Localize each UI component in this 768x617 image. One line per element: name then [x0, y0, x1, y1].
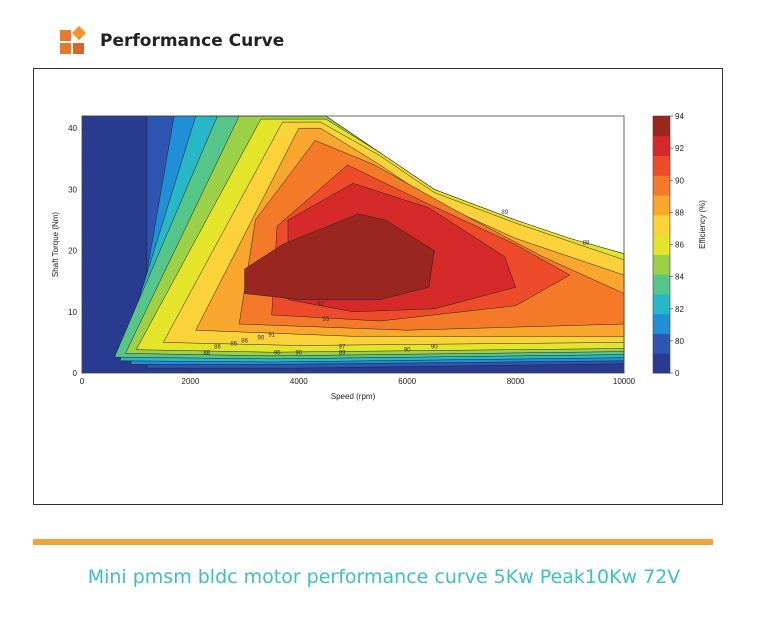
- colorbar-segment-7: [653, 234, 670, 255]
- y-tick-label-0: 0: [73, 369, 78, 378]
- contour-label-10: 89: [339, 351, 346, 357]
- contour-label-4: 86: [241, 338, 248, 344]
- colorbar-tick-label-80: 80: [675, 337, 684, 346]
- colorbar-segment-1: [653, 353, 670, 374]
- contour-label-12: 90: [431, 345, 438, 351]
- colorbar-segment-4: [653, 293, 670, 315]
- y-tick-label-40: 40: [68, 124, 77, 133]
- logo-icon: [60, 25, 88, 54]
- contour-label-1: 88: [203, 351, 210, 357]
- contour-label-15: 89: [501, 210, 508, 216]
- colorbar-tick-label-82: 82: [675, 305, 684, 314]
- x-tick-label-6000: 6000: [398, 377, 416, 386]
- page-title: Performance Curve: [100, 31, 285, 51]
- colorbar-segment-3: [653, 313, 670, 334]
- contour-label-11: 90: [404, 348, 411, 354]
- colorbar-segment-11: [653, 155, 670, 176]
- colorbar-segment-8: [653, 214, 670, 236]
- x-tick-label-4000: 4000: [290, 377, 308, 386]
- orange-divider: [33, 539, 713, 545]
- contour-label-5: 90: [258, 335, 265, 341]
- y-axis-label: Shaft Torque (Nm): [51, 212, 60, 278]
- caption: Mini pmsm bldc motor performance curve 5…: [87, 566, 681, 588]
- contour-label-3: 86: [230, 341, 237, 347]
- x-tick-label-2000: 2000: [182, 377, 200, 386]
- colorbar-label: Efficiency (%): [698, 200, 707, 249]
- y-tick-label-20: 20: [68, 247, 77, 256]
- contour-label-7: 96: [274, 351, 281, 357]
- header: Performance Curve: [60, 25, 285, 56]
- colorbar-segment-6: [653, 254, 670, 275]
- colorbar-tick-label-86: 86: [675, 241, 684, 250]
- x-axis-label: Speed (rpm): [331, 392, 376, 401]
- x-tick-label-8000: 8000: [507, 377, 525, 386]
- colorbar-segment-9: [653, 195, 670, 216]
- contour-label-6: 91: [268, 332, 275, 338]
- contour-label-8: 90: [295, 351, 302, 357]
- colorbar-tick-label-84: 84: [675, 273, 684, 282]
- x-tick-label-0: 0: [80, 377, 85, 386]
- contour-label-13: 92: [317, 302, 324, 308]
- colorbar-segment-2: [653, 333, 670, 354]
- colorbar-tick-label-90: 90: [675, 176, 684, 185]
- x-tick-label-10000: 10000: [613, 377, 636, 386]
- efficiency-band-12: [244, 213, 435, 300]
- contour-label-9: 87: [339, 345, 346, 351]
- plot-border: [81, 115, 625, 374]
- envelope-mask: [82, 114, 624, 254]
- contour-label-2: 86: [214, 345, 221, 351]
- y-tick-label-10: 10: [68, 308, 77, 317]
- colorbar-tick-label-0: 0: [675, 369, 680, 378]
- contour-label-16: 88: [583, 241, 590, 247]
- colorbar-segment-5: [653, 274, 670, 295]
- colorbar-segment-10: [653, 175, 670, 196]
- contour-label-14: 93: [323, 317, 330, 323]
- colorbar-tick-label-94: 94: [675, 112, 684, 121]
- colorbar-segment-12: [653, 135, 670, 157]
- colorbar-tick-label-92: 92: [675, 144, 684, 153]
- colorbar-tick-label-88: 88: [675, 208, 684, 217]
- y-tick-label-30: 30: [68, 185, 77, 194]
- colorbar-segment-13: [653, 116, 670, 137]
